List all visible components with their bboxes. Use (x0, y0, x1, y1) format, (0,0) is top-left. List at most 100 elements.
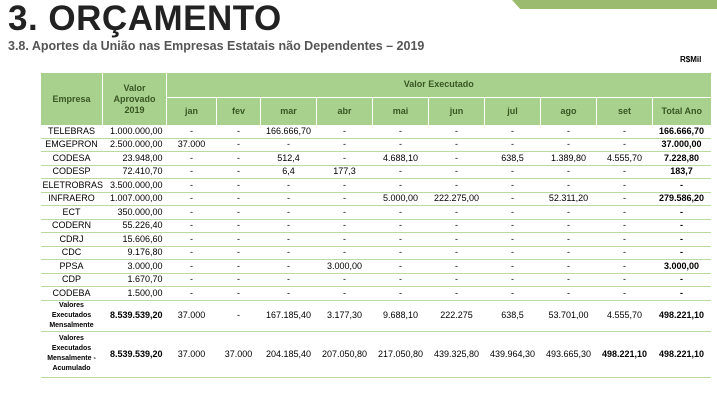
executed-value: 37.000,00 (652, 138, 711, 152)
executed-value: - (260, 246, 317, 260)
company-name: ECT (40, 205, 103, 220)
approved-value: 2.500.000,00 (102, 138, 167, 152)
table-row: PPSA 3.000,00- - -3.000,00- - - - -3.000,00 (40, 259, 711, 274)
executed-value: 222.275,00 (428, 192, 485, 206)
executed-value: - (484, 246, 541, 260)
executed-value: - (596, 219, 653, 233)
table-row: CODEBA 1.500,00- - - - - - - - - - (40, 286, 711, 301)
company-name: CODESP (40, 165, 103, 179)
unit-label: R$Mil (680, 55, 702, 64)
executed-value: - (260, 178, 317, 193)
executed-value: - (484, 178, 541, 193)
table-row: CDP 1.670,70- - - - - - - - - - (40, 273, 711, 287)
executed-value: - (372, 205, 429, 220)
executed-value: - (596, 286, 653, 301)
executed-total: 53.701,00 (540, 300, 597, 332)
executed-value: - (260, 273, 317, 287)
approved-value: 9.176,80 (102, 246, 167, 260)
header-empresa: Empresa (40, 73, 103, 125)
company-name: CDC (40, 246, 103, 260)
executed-value: - (484, 138, 541, 152)
executed-total: 217.050,80 (372, 331, 429, 378)
table-row: ECT 350.000,00- - - - - - - - - - (40, 205, 711, 220)
executed-value: - (428, 205, 485, 220)
page-title: 3. ORÇAMENTO (8, 0, 282, 38)
executed-value: - (216, 286, 261, 301)
executed-value: - (484, 205, 541, 220)
executed-value: - (216, 138, 261, 152)
executed-value: - (260, 205, 317, 220)
table-row: TELEBRAS 1.000.000,00- -166.666,70- - - - - -16… (40, 125, 711, 139)
executed-value: - (372, 138, 429, 152)
executed-value: - (484, 125, 541, 139)
executed-value: - (316, 205, 373, 220)
executed-value: - (260, 259, 317, 274)
header-month: jun (428, 97, 485, 125)
executed-value: - (540, 219, 597, 233)
executed-value: - (216, 259, 261, 274)
executed-value: - (372, 125, 429, 139)
executed-value: - (372, 165, 429, 179)
company-name: CDRJ (40, 232, 103, 247)
executed-value: - (166, 246, 217, 260)
executed-value: - (540, 246, 597, 260)
executed-value: - (540, 273, 597, 287)
executed-value: - (428, 259, 485, 274)
header-month: fev (216, 97, 261, 125)
executed-value: - (216, 232, 261, 247)
executed-value: - (166, 178, 217, 193)
executed-value: - (316, 138, 373, 152)
executed-value: - (484, 259, 541, 274)
table-row: CDRJ 15.606,60- - - - - - - - - - (40, 232, 711, 247)
executed-total: 493.665,30 (540, 331, 597, 378)
header-month: jan (166, 97, 217, 125)
executed-value: - (216, 273, 261, 287)
approved-value: 350.000,00 (102, 205, 167, 220)
executed-total: 9.688,10 (372, 300, 429, 332)
executed-value: - (260, 138, 317, 152)
table-row: CODESP 72.410,70- -6,4 177,3- - - - -183,7 (40, 165, 711, 179)
company-name: ELETROBRAS (40, 178, 103, 193)
executed-value: - (372, 259, 429, 274)
aportes-table: Empresa Valor Aprovado 2019 Valor Execut… (40, 73, 711, 378)
executed-total: 498.221,10 (652, 300, 711, 332)
totals-label: Valores Executados Mensalmente (40, 300, 103, 332)
approved-value: 3.500.000,00 (102, 178, 167, 193)
table-row: CODESA 23.948,00- -512,4-4.688,10-638,5 1.3… (40, 151, 711, 166)
executed-value: - (652, 286, 711, 301)
executed-total: 37.000 (166, 300, 217, 332)
executed-value: 1.389,80 (540, 151, 597, 166)
table-row: EMGEPRON 2.500.000,00 37.000- - - - - - - -37.000… (40, 138, 711, 152)
approved-value: 1.670,70 (102, 273, 167, 287)
executed-value: - (484, 165, 541, 179)
executed-value: 166.666,70 (652, 125, 711, 139)
executed-value: - (596, 205, 653, 220)
executed-value: - (216, 205, 261, 220)
executed-value: - (166, 273, 217, 287)
executed-value: - (372, 246, 429, 260)
executed-total: 638,5 (484, 300, 541, 332)
executed-value: - (216, 219, 261, 233)
header-month: ago (540, 97, 597, 125)
company-name: CODEBA (40, 286, 103, 301)
executed-value: 166.666,70 (260, 125, 317, 139)
totals-label: Valores Executados Mensalmente - Acumula… (40, 331, 103, 378)
executed-value: - (216, 192, 261, 206)
table-row: INFRAERO 1.007.000,00- - - -5.000,00 222.275,… (40, 192, 711, 206)
company-name: EMGEPRON (40, 138, 103, 152)
header-decoration (512, 0, 717, 9)
header-valor-aprovado: Valor Aprovado 2019 (102, 73, 167, 125)
executed-value: 279.586,20 (652, 192, 711, 206)
executed-value: - (316, 219, 373, 233)
approved-total: 8.539.539,20 (102, 331, 167, 378)
executed-value: - (596, 246, 653, 260)
executed-value: - (316, 192, 373, 206)
company-name: TELEBRAS (40, 125, 103, 139)
executed-value: - (372, 286, 429, 301)
header-month: mar (260, 97, 317, 125)
executed-value: - (540, 232, 597, 247)
executed-value: - (596, 125, 653, 139)
executed-value: - (372, 219, 429, 233)
header-valor-executado: Valor Executado (166, 73, 711, 98)
executed-value: - (596, 273, 653, 287)
